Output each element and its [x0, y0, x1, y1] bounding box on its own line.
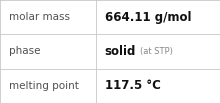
Text: solid: solid — [104, 45, 136, 58]
Text: melting point: melting point — [9, 81, 79, 91]
Text: 664.11 g/mol: 664.11 g/mol — [104, 11, 191, 24]
Text: (at STP): (at STP) — [140, 47, 173, 56]
Text: phase: phase — [9, 46, 40, 57]
Text: 117.5 °C: 117.5 °C — [104, 79, 160, 92]
Text: molar mass: molar mass — [9, 12, 70, 22]
